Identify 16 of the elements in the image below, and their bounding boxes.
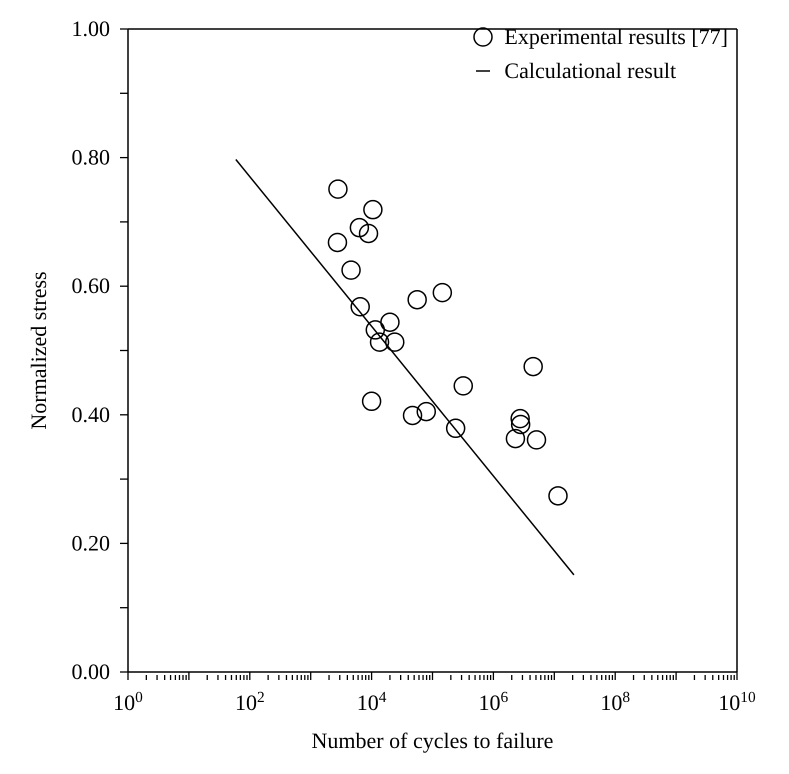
x-tick-label: 10$^{10}$ [718,688,756,715]
y-tick-label: 0.00 [72,659,110,684]
x-axis-title: Number of cycles to failure [312,728,554,753]
y-tick-label: 1.00 [72,16,110,41]
x-tick-label: 10$^{2}$ [234,688,265,715]
legend-label: Calculational result [504,58,676,84]
x-tick-label: 10$^{0}$ [113,688,144,715]
x-tick-label: 10$^{4}$ [356,688,387,715]
y-tick-label: 0.20 [72,530,110,556]
y-tick-label: 0.40 [72,402,110,427]
y-tick-label: 0.80 [72,144,110,170]
x-tick-label: 10$^{8}$ [600,688,630,715]
legend-label: Experimental results [77] [504,24,728,50]
y-axis-title: Normalized stress [26,271,51,430]
x-tick-label: 10$^{6}$ [478,688,509,715]
y-tick-label: 0.60 [72,273,110,298]
